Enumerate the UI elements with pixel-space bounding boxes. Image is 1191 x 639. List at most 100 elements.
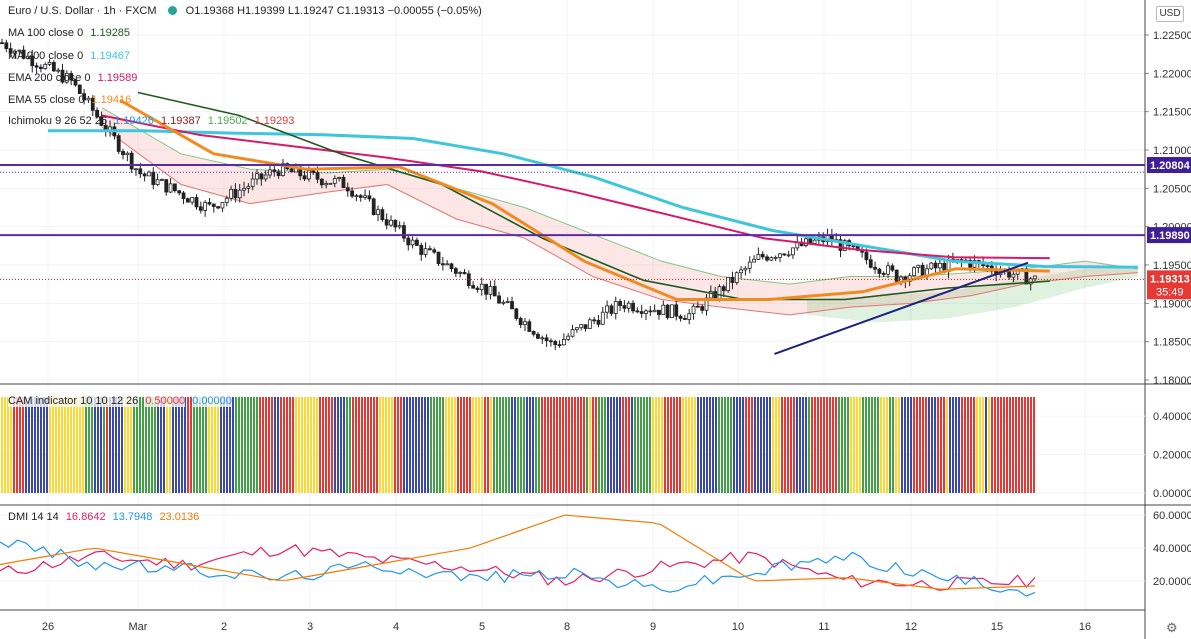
candle-body (21, 49, 26, 59)
candle-body (752, 258, 756, 263)
candle-body (618, 301, 622, 306)
candle-body (155, 179, 160, 185)
cam-bar (475, 397, 477, 493)
cam-bar (484, 397, 486, 493)
cam-bar (280, 397, 282, 493)
cam-bar (94, 397, 96, 493)
cam-bar (547, 397, 549, 493)
candle-body (782, 253, 787, 256)
cam-bar (31, 397, 33, 493)
cam-bar (817, 397, 819, 493)
cam-bar (643, 397, 645, 493)
cam-bar (139, 397, 141, 493)
candle-body (121, 151, 125, 156)
dmi-label: DMI 14 14 (8, 511, 59, 523)
cam-bar (532, 397, 534, 493)
candle-body (644, 310, 648, 314)
level-label-box (1147, 157, 1191, 174)
candle-body (449, 263, 454, 269)
cam-bar (502, 397, 504, 493)
candle-body (873, 266, 877, 270)
ma200-line (48, 129, 1138, 269)
currency-button[interactable]: USD (1156, 6, 1184, 22)
cam-bar (703, 397, 705, 493)
candle-body (687, 313, 692, 320)
candle-body (985, 265, 990, 268)
cam-bar (133, 397, 135, 493)
ma200-legend[interactable]: MA 200 close 0 1.19467 (8, 50, 130, 62)
cam-bar (988, 397, 990, 493)
candle-body (203, 202, 208, 211)
cam-bar (802, 397, 804, 493)
cam-bar (286, 397, 288, 493)
cam-bar (721, 397, 723, 493)
candle-body (268, 169, 272, 176)
cam-bar (982, 397, 984, 493)
price-tick-label: 1.18500 (1153, 337, 1191, 349)
candle-body (531, 331, 536, 335)
cam-bar (448, 397, 450, 493)
candle-body (211, 203, 216, 207)
cam-bar (130, 397, 132, 493)
cam-bar (556, 397, 558, 493)
cam-bar (109, 397, 111, 493)
ema55-legend[interactable]: EMA 55 close 0 1.19416 (8, 94, 131, 106)
candle-body (69, 73, 74, 81)
cam-bar (205, 397, 207, 493)
ma100-legend[interactable]: MA 100 close 0 1.19285 (8, 27, 130, 39)
dmi-legend[interactable]: DMI 14 14 16.8642 13.7948 23.0136 (8, 511, 199, 523)
gear-icon[interactable]: ⚙ (1166, 620, 1178, 635)
cam-bar (34, 397, 36, 493)
level-label-box (1147, 227, 1191, 244)
cam-bar (934, 397, 936, 493)
candle-body (881, 273, 886, 275)
cam-bar (793, 397, 795, 493)
cam-bar (610, 397, 612, 493)
candle-body (743, 267, 748, 271)
candle-body (371, 198, 376, 215)
cam-bar (586, 397, 588, 493)
cam-bar (1027, 397, 1029, 493)
time-axis-label: 15 (991, 621, 1003, 633)
cam-bar (1021, 397, 1023, 493)
cam-bar (874, 397, 876, 493)
cam-bar (352, 397, 354, 493)
cam-bar (49, 397, 51, 493)
cam-bar (184, 397, 186, 493)
cam-legend[interactable]: CAM indicator 10 10 12 26 0.50000 0.0000… (8, 395, 232, 407)
cam-bar (346, 397, 348, 493)
candle-body (877, 268, 882, 274)
cam-bar (958, 397, 960, 493)
ema200-legend[interactable]: EMA 200 close 0 1.19589 (8, 72, 137, 84)
ichimoku-legend[interactable]: Ichimoku 9 26 52 26 1.19426 1.19387 1.19… (8, 115, 294, 127)
time-axis-label: 3 (307, 621, 313, 633)
cam-bar (343, 397, 345, 493)
ohlc-open: O1.19368 (185, 5, 234, 17)
candle-body (674, 304, 679, 317)
cam-bar (964, 397, 966, 493)
cam-bar (454, 397, 456, 493)
cam-bar (265, 397, 267, 493)
candle-body (812, 239, 817, 244)
candle-body (717, 286, 722, 300)
cam-bar (118, 397, 120, 493)
cam-bar (553, 397, 555, 493)
cam-bar (895, 397, 897, 493)
cam-bar (310, 397, 312, 493)
candle-body (773, 257, 778, 259)
cam-bar (697, 397, 699, 493)
cam-bar (481, 397, 483, 493)
cam-bar (706, 397, 708, 493)
candle-body (484, 283, 488, 295)
cam-bar (103, 397, 105, 493)
candle-body (579, 324, 584, 329)
candle-body (561, 338, 566, 346)
cam-bar (124, 397, 126, 493)
cam-bar (91, 397, 93, 493)
candle-body (683, 318, 687, 320)
cam-bar (778, 397, 780, 493)
candle-body (194, 197, 199, 208)
candle-body (453, 268, 458, 274)
cam-bar (520, 397, 522, 493)
